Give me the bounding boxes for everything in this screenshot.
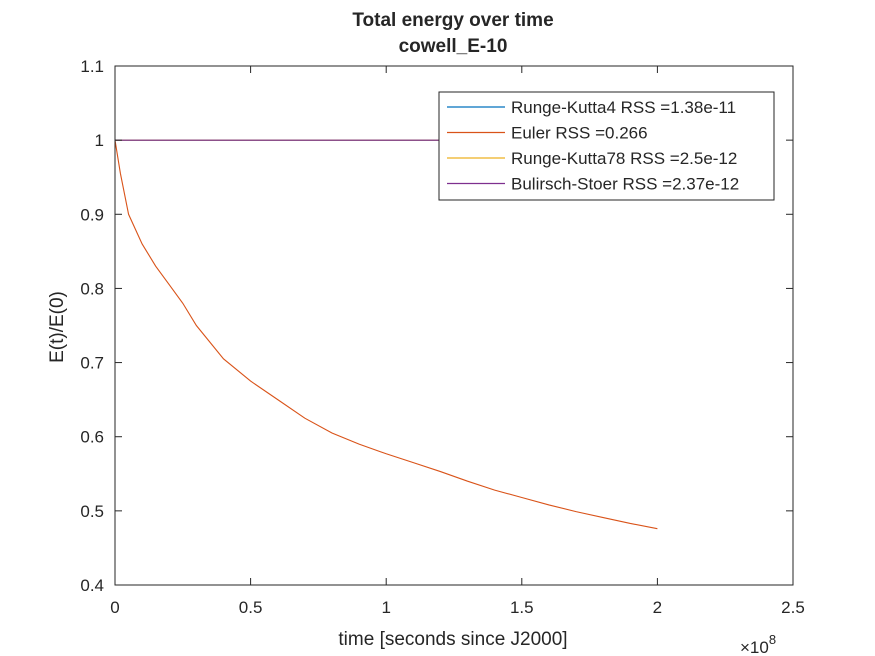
legend-entry: Runge-Kutta4 RSS =1.38e-11	[511, 98, 736, 117]
x-tick-label: 2	[653, 598, 662, 617]
legend-box	[438, 91, 775, 201]
y-tick-label: 0.4	[80, 576, 104, 595]
y-tick-label: 0.6	[80, 428, 104, 447]
series-line-2	[114, 140, 658, 530]
y-tick-label: 0.7	[80, 354, 104, 373]
x-tick-label: 0.5	[239, 598, 263, 617]
x-tick-label: 1.5	[510, 598, 534, 617]
chart-title: Total energy over time	[352, 10, 553, 31]
x-exponent-base: ×10	[740, 638, 769, 656]
legend: Runge-Kutta4 RSS =1.38e-11 Euler RSS =0.2…	[438, 91, 775, 201]
legend-entry: Bulirsch-Stoer RSS =2.37e-12	[511, 175, 739, 194]
y-tick-label: 0.9	[80, 205, 104, 224]
chart-subtitle: cowell_E-10	[399, 36, 508, 57]
axes-box	[114, 65, 794, 586]
x-tick-label: 1	[381, 598, 390, 617]
x-exponent-label: ×108	[740, 632, 776, 656]
x-exponent-power: 8	[769, 632, 776, 647]
y-tick-label: 0.8	[80, 279, 104, 298]
y-tick-label: 0.5	[80, 502, 104, 521]
legend-entry: Runge-Kutta78 RSS =2.5e-12	[511, 149, 737, 168]
x-tick-label: 2.5	[781, 598, 805, 617]
y-axis-label: E(t)/E(0)	[47, 291, 68, 363]
x-axis-label: time [seconds since J2000]	[338, 629, 567, 650]
x-tick-label: 0	[110, 598, 119, 617]
y-tick-label: 1	[95, 131, 104, 150]
y-tick-label: 1.1	[80, 57, 104, 76]
legend-entry: Euler RSS =0.266	[511, 124, 648, 143]
